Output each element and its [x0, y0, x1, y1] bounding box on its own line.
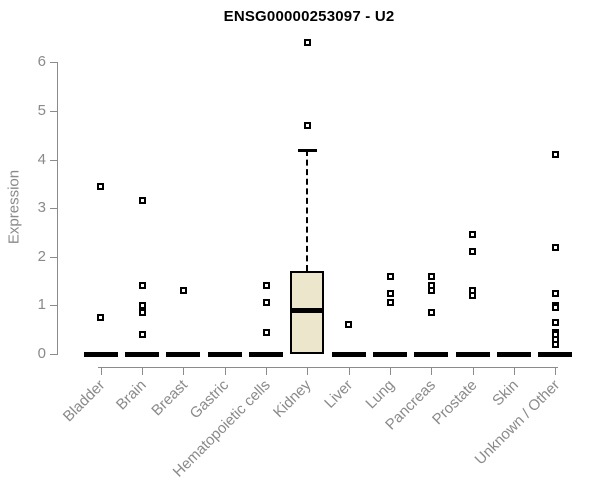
y-tick: [50, 305, 57, 307]
boxplot-zero-bar: [455, 352, 490, 357]
outlier-point: [551, 151, 559, 159]
x-tick: [266, 368, 268, 375]
x-tick: [390, 368, 391, 375]
outlier-point: [551, 289, 559, 297]
x-tick: [514, 368, 515, 375]
outlier-point: [551, 243, 559, 251]
outlier-point: [262, 282, 270, 290]
x-category-label: Lung: [362, 376, 398, 413]
outlier-point: [97, 182, 105, 190]
x-axis-line: [98, 367, 558, 368]
x-tick: [431, 368, 433, 375]
y-tick-label: 0: [37, 345, 46, 362]
outlier-point: [303, 122, 311, 130]
outlier-point: [179, 287, 187, 295]
y-tick: [50, 354, 57, 355]
outlier-point: [427, 272, 435, 280]
boxplot-whisker: [306, 149, 309, 272]
boxplot-zero-bar: [125, 352, 160, 357]
x-tick: [224, 368, 226, 375]
y-tick: [50, 111, 57, 112]
outlier-point: [551, 318, 559, 326]
x-category-label: Liver: [321, 376, 357, 412]
boxplot-zero-bar: [207, 352, 242, 357]
outlier-point: [427, 309, 435, 317]
x-category-label: Brain: [112, 376, 150, 414]
outlier-point: [551, 340, 559, 348]
boxplot-zero-bar: [414, 352, 449, 357]
x-category-label: Breast: [148, 376, 192, 420]
outlier-point: [386, 272, 394, 280]
y-tick-label: 3: [37, 199, 46, 217]
y-tick: [50, 159, 57, 161]
outlier-point: [469, 292, 477, 300]
x-category-label: Kidney: [270, 376, 316, 422]
y-axis-line: [57, 62, 58, 355]
boxplot-zero-bar: [249, 352, 284, 357]
outlier-point: [138, 301, 146, 309]
boxplot-zero-bar: [538, 352, 573, 357]
y-tick-label: 2: [37, 247, 46, 265]
x-tick: [183, 368, 185, 375]
y-tick: [50, 208, 57, 210]
outlier-point: [469, 231, 477, 239]
y-tick: [50, 256, 57, 258]
x-tick: [307, 368, 309, 375]
outlier-point: [138, 331, 146, 339]
x-category-label: Bladder: [59, 376, 109, 426]
x-tick: [472, 368, 474, 375]
chart-title: ENSG00000253097 - U2: [223, 8, 395, 25]
outlier-point: [138, 309, 146, 317]
boxplot-zero-bar: [373, 352, 407, 357]
y-tick-label: 4: [37, 150, 46, 168]
boxplot-whisker-cap: [297, 148, 317, 152]
boxplot-zero-bar: [497, 352, 531, 357]
boxplot-zero-bar: [166, 352, 201, 357]
x-tick: [100, 368, 102, 375]
boxplot-zero-bar: [83, 352, 118, 357]
x-tick: [348, 368, 350, 375]
y-tick: [50, 62, 57, 64]
y-tick-label: 1: [37, 296, 46, 314]
boxplot-zero-bar: [331, 352, 366, 357]
x-category-label: Skin: [488, 376, 522, 410]
boxplot-median: [290, 308, 325, 314]
outlier-point: [551, 304, 559, 312]
outlier-point: [97, 314, 105, 322]
x-tick: [142, 368, 144, 375]
x-tick: [555, 368, 557, 375]
outlier-point: [386, 289, 394, 297]
outlier-point: [427, 287, 435, 295]
outlier-point: [138, 282, 146, 290]
outlier-point: [469, 248, 477, 256]
x-category-label: Prostate: [428, 376, 481, 429]
y-tick-label: 5: [37, 102, 46, 119]
outlier-point: [303, 39, 311, 47]
y-tick-label: 6: [37, 53, 46, 71]
outlier-point: [345, 321, 353, 329]
outlier-point: [262, 328, 270, 336]
outlier-point: [138, 197, 146, 205]
outlier-point: [262, 299, 270, 307]
outlier-point: [386, 299, 394, 307]
